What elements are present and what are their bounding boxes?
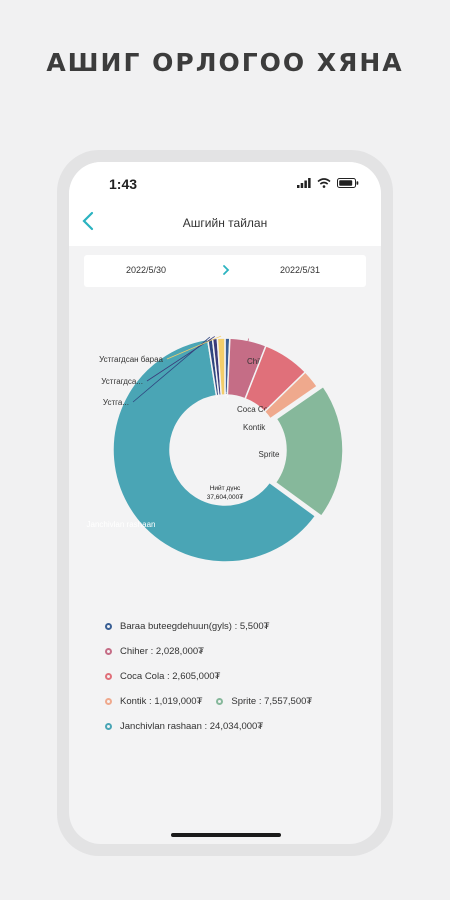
legend-item: Coca Cola : 2,605,000₮: [105, 671, 220, 682]
legend-row: Coca Cola : 2,605,000₮: [105, 664, 365, 689]
legend-label: Baraa buteegdehuun(gyls) : 5,500₮: [120, 621, 270, 632]
legend-ring-icon: [105, 723, 112, 730]
home-indicator: [171, 833, 281, 837]
donut-center-value: 37,604,000₮: [207, 494, 244, 501]
legend-label: Coca Cola : 2,605,000₮: [120, 671, 221, 682]
start-date[interactable]: 2022/5/30: [126, 265, 167, 275]
donut-center-label: Нийт дүнс: [210, 484, 241, 492]
end-date[interactable]: 2022/5/31: [280, 265, 321, 275]
legend-ring-icon: [216, 698, 224, 705]
slice-leader-line: [166, 335, 222, 360]
signal-icon: [297, 178, 311, 188]
slice-leader-line: [242, 338, 250, 362]
legend-label: Kontik : 1,019,000₮: [120, 696, 203, 707]
legend-item: Chiher : 2,028,000₮: [105, 646, 204, 657]
legend-ring-icon: [105, 623, 112, 630]
chevron-left-icon: [82, 211, 94, 231]
wifi-icon: [317, 178, 331, 188]
legend-row: Baraa buteegdehuun(gyls) : 5,500₮: [105, 614, 365, 639]
legend-item: Baraa buteegdehuun(gyls) : 5,500₮: [105, 621, 269, 632]
status-time: 1:43: [109, 176, 138, 192]
slice-4[interactable]: [274, 385, 344, 518]
legend-label: Sprite : 7,557,500₮: [231, 696, 313, 707]
status-icons: [297, 178, 359, 188]
slice-label: Устгагдса...: [101, 377, 143, 386]
headline: АШИГ ОРЛОГОО ХЯНА: [46, 48, 404, 77]
phone-screen: 1:43: [69, 162, 381, 844]
legend-item: Janchivlan rashaan : 24,034,000₮: [105, 721, 263, 732]
legend-ring-icon: [105, 673, 112, 680]
slice-8[interactable]: [216, 337, 226, 396]
legend-row: Chiher : 2,028,000₮: [105, 639, 365, 664]
date-range-selector: 2022/5/30 2022/5/31: [84, 255, 366, 287]
legend-item: Sprite : 7,557,500₮: [216, 696, 312, 707]
back-button[interactable]: [81, 210, 105, 236]
page-title: Ашгийн тайлан: [182, 216, 268, 230]
legend-label: Janchivlan rashaan : 24,034,000₮: [120, 721, 264, 732]
battery-icon: [337, 178, 359, 188]
slice-label: Устга...: [103, 398, 129, 407]
status-bar: 1:43: [69, 162, 381, 202]
legend-item: Kontik : 1,019,000₮: [105, 696, 202, 707]
nav-bar: Ашгийн тайлан: [69, 202, 381, 246]
slice-label: Janchivlan rashaan: [87, 520, 156, 529]
legend-ring-icon: [105, 648, 112, 655]
legend-ring-icon: [105, 698, 112, 705]
phone-frame: 1:43: [57, 150, 393, 856]
slice-label: Устгагдсан бараа: [99, 355, 163, 364]
slice-label: Kontik: [243, 423, 266, 432]
legend-row: Kontik : 1,019,000₮ Sprite : 7,557,500₮: [105, 689, 365, 714]
slice-3[interactable]: [263, 370, 319, 420]
slice-label: Coca Cola: [237, 405, 275, 414]
slice-label: Sprite: [259, 450, 280, 459]
legend-row: Janchivlan rashaan : 24,034,000₮: [105, 714, 365, 739]
slice-label: Chiher: [247, 357, 271, 366]
legend-label: Chiher : 2,028,000₮: [120, 646, 204, 657]
slice-5[interactable]: [112, 338, 317, 563]
chart-legend: Baraa buteegdehuun(gyls) : 5,500₮ Chiher…: [105, 614, 365, 739]
chevron-right-icon[interactable]: [221, 262, 231, 278]
